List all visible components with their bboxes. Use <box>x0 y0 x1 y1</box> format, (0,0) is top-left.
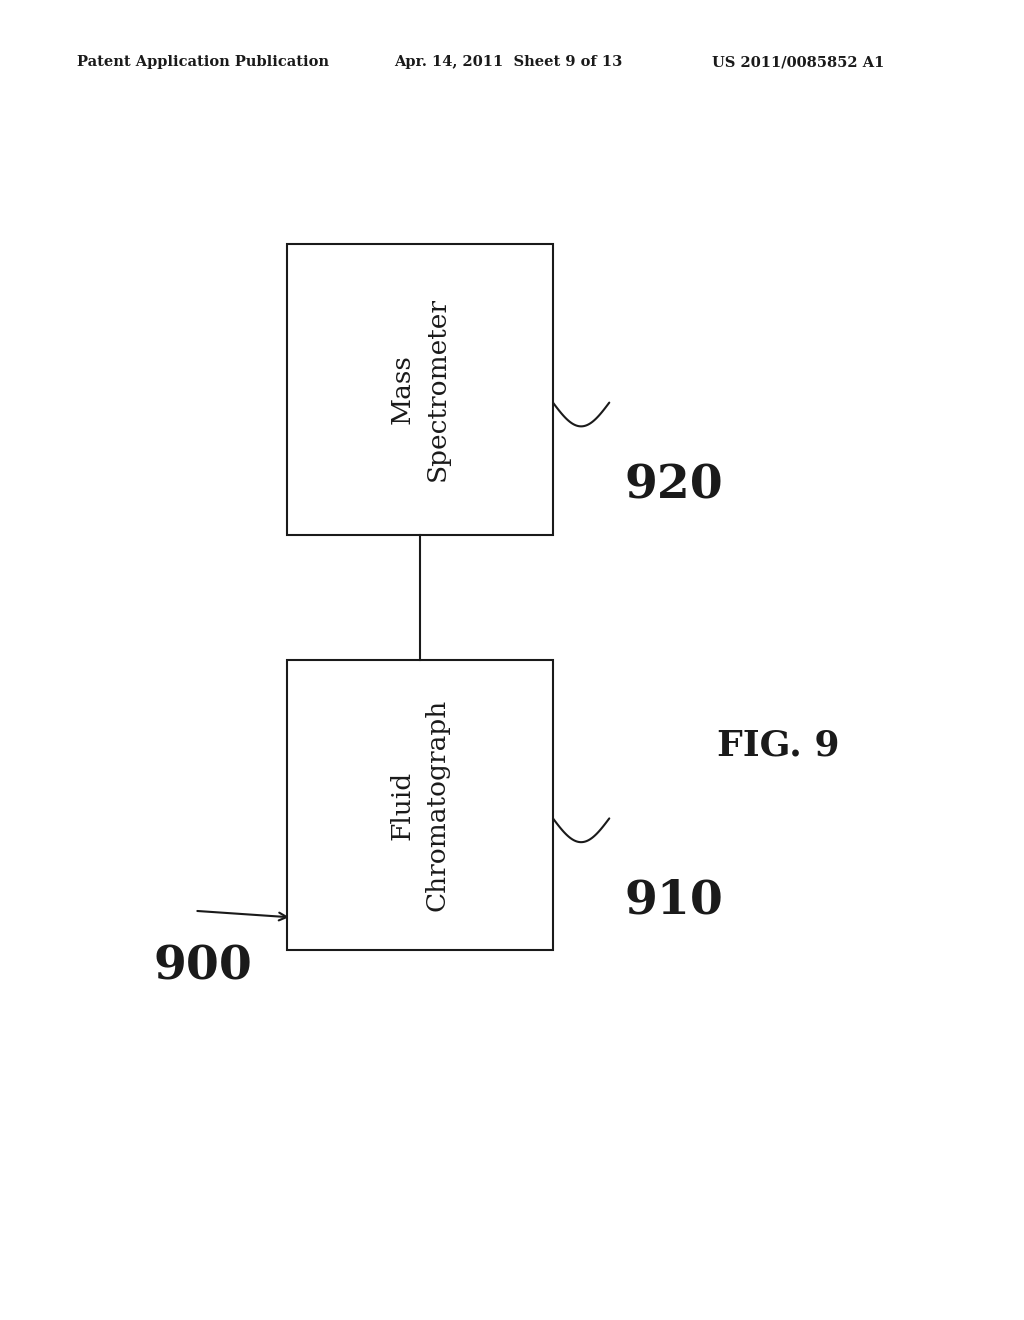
Bar <box>287 660 553 950</box>
Text: FIG. 9: FIG. 9 <box>717 729 840 763</box>
Text: Apr. 14, 2011  Sheet 9 of 13: Apr. 14, 2011 Sheet 9 of 13 <box>394 55 623 70</box>
Text: 920: 920 <box>625 462 723 508</box>
Text: Patent Application Publication: Patent Application Publication <box>77 55 329 70</box>
Bar <box>287 244 553 535</box>
Text: US 2011/0085852 A1: US 2011/0085852 A1 <box>712 55 884 70</box>
Text: 910: 910 <box>625 878 724 924</box>
Text: Mass
Spectrometer: Mass Spectrometer <box>390 297 450 482</box>
Text: 900: 900 <box>154 944 253 990</box>
Text: Fluid
Chromatograph: Fluid Chromatograph <box>390 700 450 911</box>
